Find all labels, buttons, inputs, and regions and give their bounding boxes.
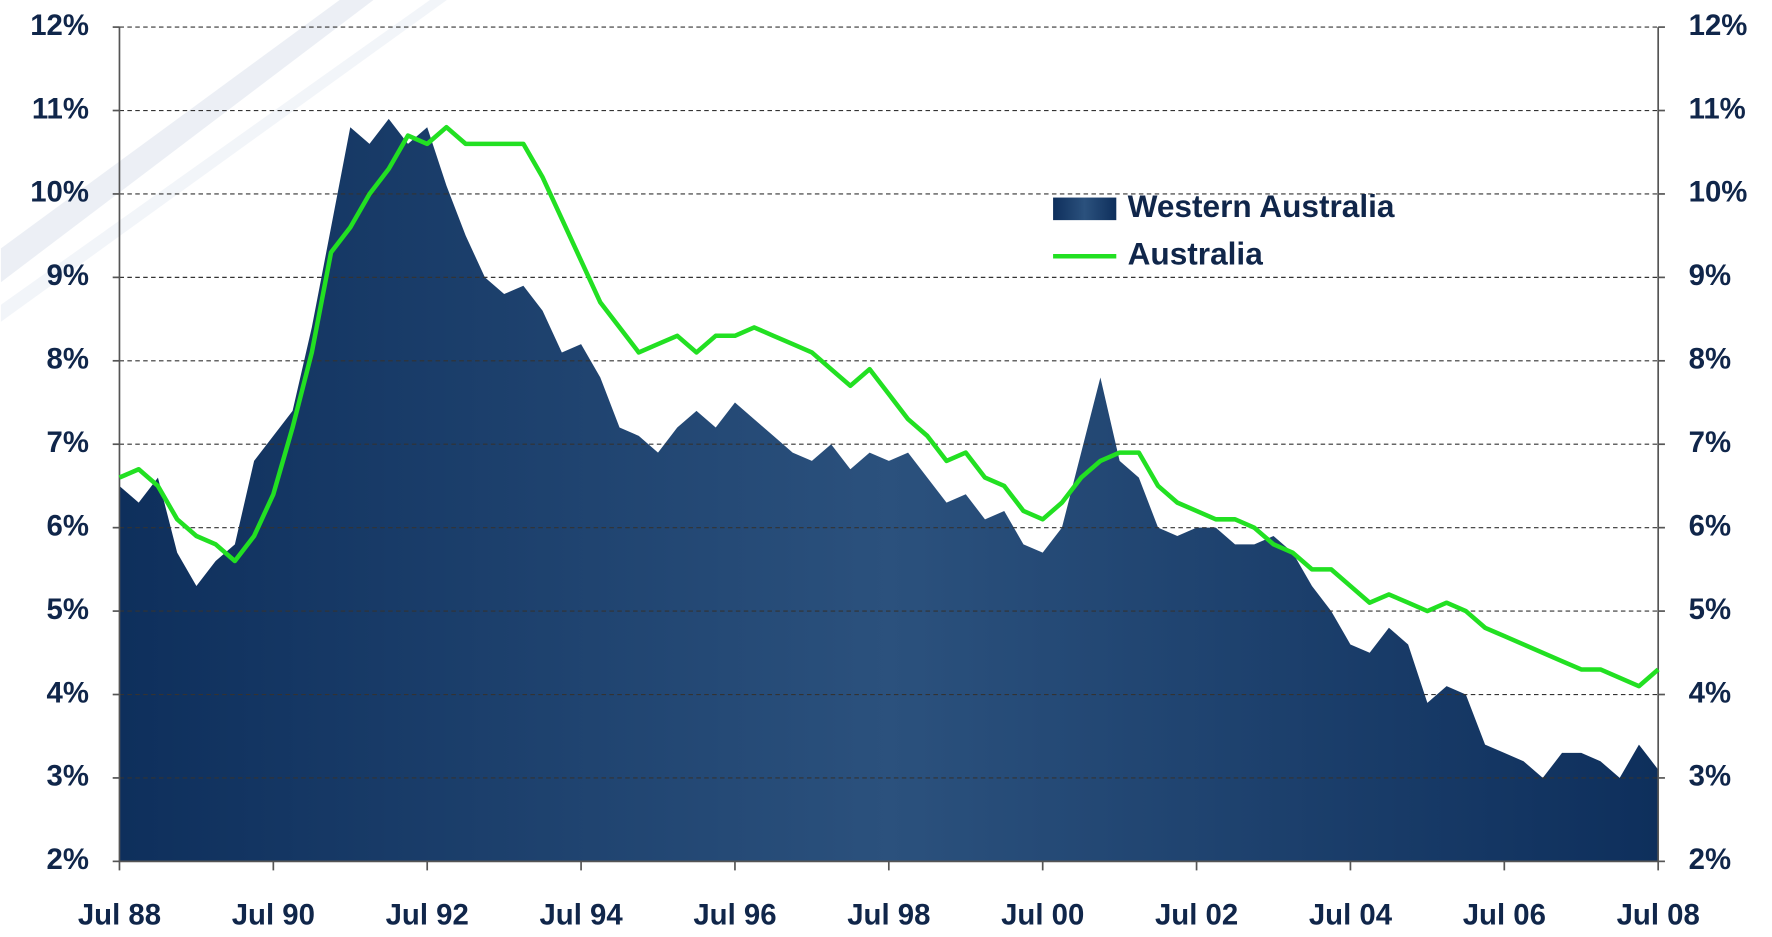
y2-tick-label: 7% bbox=[1689, 426, 1731, 459]
y-tick-label: 5% bbox=[47, 593, 89, 626]
x-tick-label: Jul 04 bbox=[1309, 898, 1393, 931]
y2-tick-label: 4% bbox=[1689, 676, 1731, 709]
y-tick-label: 4% bbox=[47, 676, 89, 709]
legend-label: Australia bbox=[1128, 236, 1264, 272]
y-tick-label: 11% bbox=[32, 92, 89, 125]
x-tick-label: Jul 06 bbox=[1463, 898, 1546, 931]
x-tick-label: Jul 08 bbox=[1617, 898, 1700, 931]
x-tick-label: Jul 98 bbox=[847, 898, 930, 931]
y2-tick-label: 11% bbox=[1689, 92, 1746, 125]
x-tick-label: Jul 02 bbox=[1155, 898, 1238, 931]
y2-tick-label: 5% bbox=[1689, 593, 1731, 626]
y-tick-label: 10% bbox=[30, 176, 89, 209]
x-tick-label: Jul 00 bbox=[1001, 898, 1084, 931]
y-tick-label: 6% bbox=[47, 509, 89, 542]
x-tick-label: Jul 96 bbox=[693, 898, 776, 931]
y2-tick-label: 10% bbox=[1689, 176, 1748, 209]
x-tick-label: Jul 88 bbox=[78, 898, 161, 931]
y2-tick-label: 12% bbox=[1689, 9, 1748, 42]
y-tick-label: 2% bbox=[47, 843, 89, 876]
y-tick-label: 3% bbox=[47, 760, 89, 793]
y-tick-label: 12% bbox=[30, 9, 89, 42]
line bbox=[118, 124, 1660, 689]
y2-tick-label: 2% bbox=[1689, 843, 1731, 876]
y2-tick-label: 6% bbox=[1689, 509, 1731, 542]
area bbox=[119, 118, 1659, 862]
x-tick-label: Jul 90 bbox=[232, 898, 315, 931]
y2-tick-label: 3% bbox=[1689, 760, 1731, 793]
legend-swatch bbox=[1053, 197, 1117, 221]
y-tick-label: 9% bbox=[47, 259, 89, 292]
legend-label: Western Australia bbox=[1128, 188, 1395, 224]
y-tick-label: 7% bbox=[47, 426, 89, 459]
x-tick-label: Jul 92 bbox=[386, 898, 469, 931]
x-tick-label: Jul 94 bbox=[539, 898, 623, 931]
y2-tick-label: 8% bbox=[1689, 343, 1731, 376]
y-tick-label: 8% bbox=[47, 343, 89, 376]
y2-tick-label: 9% bbox=[1689, 259, 1731, 292]
